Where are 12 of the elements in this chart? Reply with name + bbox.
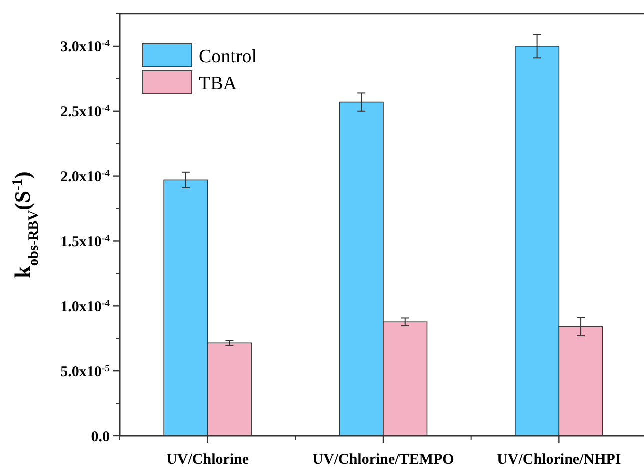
x-tick-label: UV/Chlorine/TEMPO — [312, 452, 454, 467]
y-tick-label: 0.0 — [91, 429, 110, 446]
legend-label: TBA — [199, 74, 238, 95]
y-tick-label: 2.5x10$^{-4}$ — [60, 103, 110, 121]
y-tick-label: 1.5x10$^{-4}$ — [60, 232, 110, 250]
x-tick-label: UV/Chlorine/NHPI — [497, 452, 622, 467]
y-tick-label: 5.0x10$^{-5}$ — [60, 362, 110, 380]
y-tick-label: 2.0x10$^{-4}$ — [60, 168, 110, 186]
y-tick-label: 1.0x10$^{-4}$ — [60, 298, 110, 316]
x-tick-label: UV/Chlorine — [166, 452, 250, 467]
y-tick-label: 3.0x10$^{-4}$ — [60, 38, 110, 56]
legend-label: Control — [199, 46, 258, 68]
